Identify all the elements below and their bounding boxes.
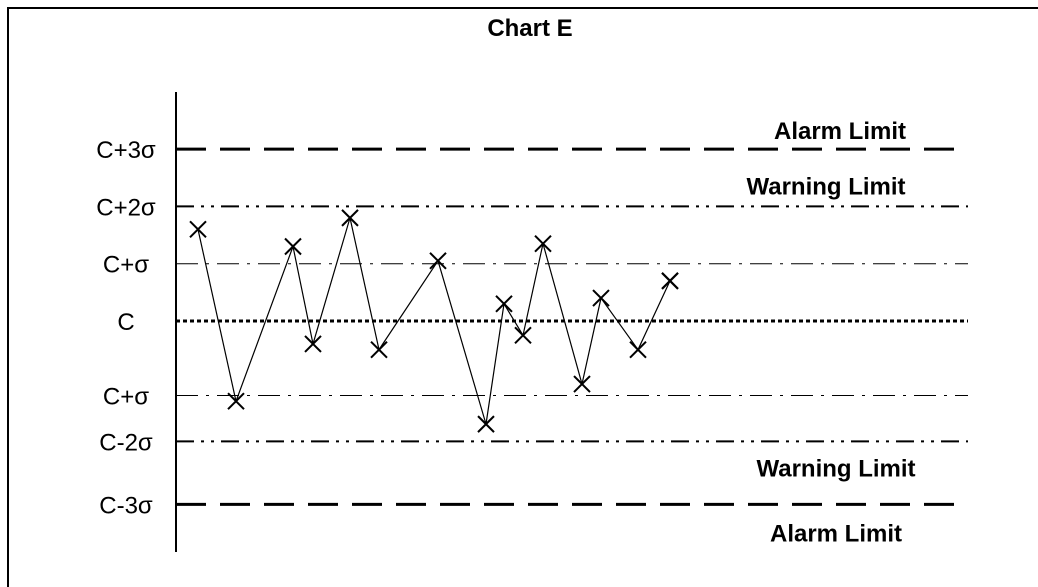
y-tick-label: C+3σ [96,137,156,164]
y-tick-label: C+σ [103,383,149,410]
limit-label: Warning Limit [746,173,905,200]
data-point-marker [285,239,301,255]
data-point-marker [630,342,646,358]
data-point-marker [342,210,358,226]
limit-label: Warning Limit [756,455,915,482]
data-point-marker [496,296,512,312]
y-tick-label: C-2σ [99,429,153,456]
data-point-marker [190,221,206,237]
data-point-marker [662,273,678,289]
data-point-marker [430,253,446,269]
data-point-marker [305,336,321,352]
y-tick-label: C [117,309,134,336]
chart-title: Chart E [487,15,572,42]
data-point-marker [515,327,531,343]
data-point-marker [535,236,551,252]
data-point-marker [371,342,387,358]
data-point-marker [574,376,590,392]
y-tick-label: C-3σ [99,492,153,519]
y-tick-label: C+2σ [96,194,156,221]
limit-label: Alarm Limit [770,520,902,547]
y-tick-label: C+σ [103,252,149,279]
limit-label: Alarm Limit [774,118,906,145]
data-point-marker [593,290,609,306]
data-point-marker [478,416,494,432]
